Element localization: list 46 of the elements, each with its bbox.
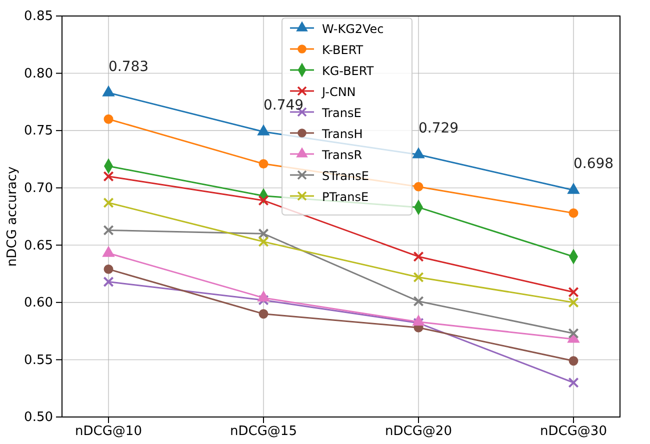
point (103, 198, 114, 208)
point (258, 195, 269, 206)
point (104, 114, 114, 124)
legend-label: TransH (321, 127, 363, 141)
legend-label: STransE (322, 169, 369, 183)
point (568, 328, 579, 338)
point (104, 264, 114, 274)
y-tick-label: 0.75 (24, 124, 53, 139)
y-axis-title: nDCG accuracy (5, 166, 20, 267)
point (103, 225, 114, 236)
point (568, 356, 578, 366)
legend-label: TransR (321, 148, 362, 162)
data-label: 0.698 (574, 156, 614, 172)
point (103, 276, 114, 287)
point (258, 236, 269, 247)
point (568, 378, 579, 388)
x-tick-label: nDCG@10 (75, 424, 142, 440)
y-tick-label: 0.55 (24, 352, 53, 368)
data-label: 0.783 (108, 58, 149, 75)
y-tick-label: 0.70 (24, 181, 53, 196)
x-tick-label: nDCG@30 (540, 424, 607, 440)
legend-label: J-CNN (321, 85, 356, 99)
legend-label: KG-BERT (322, 64, 374, 78)
point (568, 287, 579, 298)
point (258, 309, 268, 319)
y-tick-label: 0.60 (24, 296, 53, 311)
point (258, 159, 268, 169)
x-tick-label: nDCG@15 (230, 424, 297, 440)
point (568, 208, 578, 218)
point (413, 272, 424, 282)
y-tick-label: 0.80 (24, 66, 53, 82)
y-tick-label: 0.50 (24, 410, 53, 426)
y-tick-label: 0.85 (24, 9, 53, 24)
point (103, 171, 114, 182)
legend-label: W-KG2Vec (322, 22, 384, 36)
point (413, 252, 424, 262)
point (413, 296, 424, 306)
legend-label: PTransE (322, 190, 369, 204)
point (568, 297, 579, 308)
data-label: 0.729 (418, 120, 459, 137)
legend-label: TransE (321, 106, 362, 120)
data-label: 0.749 (264, 98, 304, 114)
y-tick-label: 0.65 (24, 238, 53, 254)
legend-label: K-BERT (322, 43, 364, 57)
point (414, 182, 424, 192)
x-tick-label: nDCG@20 (385, 424, 452, 440)
